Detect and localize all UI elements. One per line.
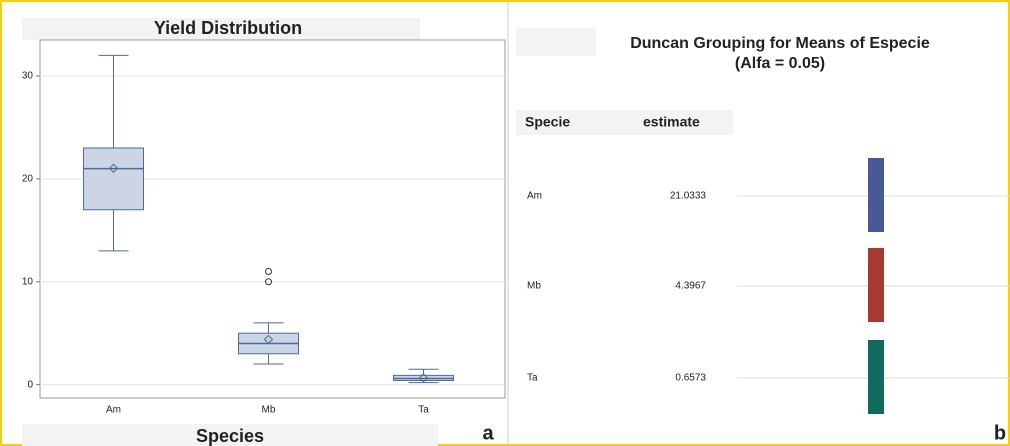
y-tick-label: 20 xyxy=(22,174,34,185)
chart-title: Duncan Grouping for Means of Especie xyxy=(630,35,930,52)
mean-marker xyxy=(108,163,119,173)
estimate: 0.6573 xyxy=(675,373,706,384)
row-label: Ta xyxy=(527,373,538,384)
title-bg xyxy=(516,28,596,56)
y-tick-label: 0 xyxy=(27,379,33,390)
group-bar xyxy=(868,248,884,322)
estimate: 21.0333 xyxy=(670,191,707,202)
x-tick-label: Ta xyxy=(418,405,429,416)
header-bg xyxy=(516,110,733,135)
group-bar xyxy=(868,340,884,414)
title-bg xyxy=(22,18,420,40)
x-tick-label: Mb xyxy=(262,405,276,416)
outlier xyxy=(265,267,272,275)
x-tick-label: Am xyxy=(106,405,121,416)
outlier xyxy=(265,278,272,286)
panel-label: b xyxy=(994,422,1006,444)
mean-marker xyxy=(263,334,274,345)
x-axis-label: Species xyxy=(196,426,264,446)
row-label: Am xyxy=(527,191,542,202)
row-label: Mb xyxy=(527,281,541,292)
panel-label: a xyxy=(482,422,494,444)
estimate: 4.3967 xyxy=(675,281,706,292)
chart-subtitle: (Alfa = 0.05) xyxy=(735,55,825,72)
chart-title: Yield Distribution xyxy=(154,18,302,38)
box xyxy=(83,147,144,211)
y-tick-label: 30 xyxy=(22,71,34,82)
column-header: Specie xyxy=(525,114,570,130)
column-header: estimate xyxy=(643,114,700,130)
y-tick-label: 10 xyxy=(22,276,34,287)
plot-frame xyxy=(39,39,506,399)
mean-marker xyxy=(418,373,429,383)
group-bar xyxy=(868,158,884,232)
x-label-bg xyxy=(22,424,438,446)
